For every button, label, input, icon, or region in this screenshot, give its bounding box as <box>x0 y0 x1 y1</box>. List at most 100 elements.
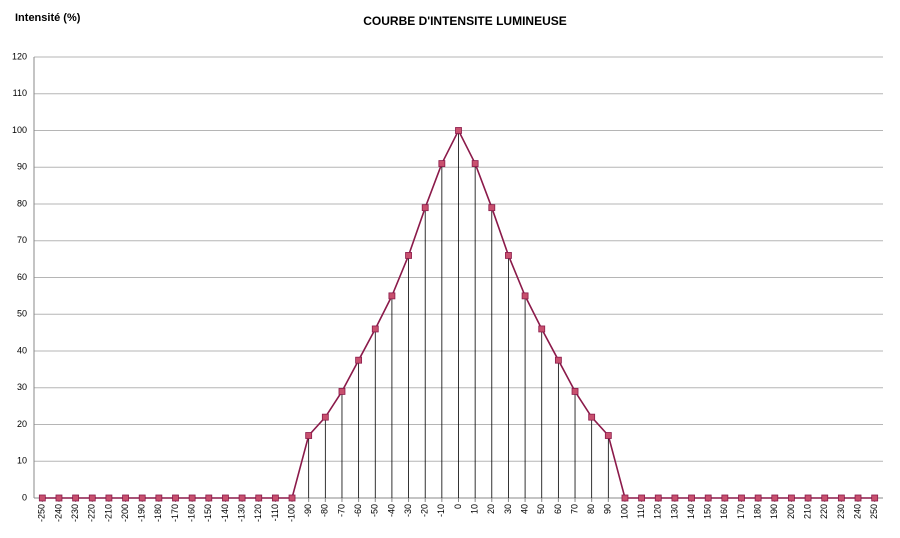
data-point <box>255 494 263 502</box>
data-point <box>871 494 879 502</box>
data-point <box>438 160 446 167</box>
data-point <box>122 494 129 502</box>
y-tick-label: 0 <box>22 492 27 502</box>
data-point <box>421 204 429 212</box>
data-point <box>388 292 396 300</box>
x-tick-label: -100 <box>286 504 296 522</box>
data-point <box>754 494 762 502</box>
x-tick-label: 70 <box>569 504 579 514</box>
data-point <box>338 388 346 395</box>
x-tick-label: -230 <box>70 504 80 522</box>
x-tick-label: 190 <box>769 504 779 519</box>
x-tick-label: 210 <box>802 504 812 519</box>
data-point <box>471 160 479 167</box>
data-point <box>654 494 662 502</box>
data-point <box>455 127 462 134</box>
data-point <box>205 494 213 502</box>
x-tick-label: -20 <box>420 504 430 517</box>
data-point <box>721 494 729 502</box>
x-tick-label: 90 <box>603 504 613 514</box>
data-point <box>738 494 745 502</box>
x-tick-label: 140 <box>686 504 696 519</box>
data-point <box>505 252 512 259</box>
data-point <box>538 325 546 333</box>
data-point <box>588 413 596 421</box>
x-tick-label: 0 <box>453 504 463 509</box>
data-point <box>771 494 779 502</box>
x-tick-label: -70 <box>336 504 346 517</box>
x-tick-label: -130 <box>236 504 246 522</box>
x-tick-label: 130 <box>669 504 679 519</box>
data-point <box>488 204 496 212</box>
x-tick-label: -30 <box>403 504 413 517</box>
y-tick-label: 50 <box>17 309 27 319</box>
data-point <box>271 494 279 502</box>
y-tick-label: 60 <box>17 272 27 282</box>
x-tick-label: 230 <box>836 504 846 519</box>
data-point <box>288 494 296 502</box>
y-tick-label: 70 <box>17 235 27 245</box>
x-tick-label: 160 <box>719 504 729 519</box>
data-point <box>638 494 646 502</box>
data-point <box>837 494 845 502</box>
x-tick-label: 120 <box>653 504 663 519</box>
data-point <box>38 494 46 502</box>
y-tick-label: 90 <box>17 162 27 172</box>
x-tick-label: -80 <box>320 504 330 517</box>
x-tick-label: -200 <box>120 504 130 522</box>
data-point <box>854 494 862 502</box>
x-tick-label: -240 <box>53 504 63 522</box>
x-tick-label: 100 <box>619 504 629 519</box>
x-tick-label: 80 <box>586 504 596 514</box>
data-point <box>688 494 695 502</box>
x-tick-label: 10 <box>470 504 480 514</box>
data-point <box>321 413 329 421</box>
x-tick-label: -170 <box>170 504 180 522</box>
x-tick-label: -180 <box>153 504 163 522</box>
x-tick-label: 170 <box>736 504 746 519</box>
data-point <box>621 494 629 502</box>
data-point <box>371 325 379 333</box>
x-tick-label: -190 <box>137 504 147 522</box>
x-tick-label: 240 <box>852 504 862 519</box>
x-tick-label: 110 <box>636 504 646 518</box>
data-point <box>72 494 80 502</box>
data-point <box>305 432 313 439</box>
x-tick-label: 180 <box>753 504 763 519</box>
data-point <box>188 494 196 502</box>
x-tick-label: -120 <box>253 504 263 522</box>
y-tick-label: 110 <box>13 88 27 98</box>
x-tick-label: 20 <box>486 504 496 514</box>
x-tick-label: -60 <box>353 504 363 517</box>
y-tick-label: 120 <box>12 51 27 61</box>
data-point <box>155 494 163 502</box>
y-tick-label: 80 <box>17 198 27 208</box>
x-tick-label: 30 <box>503 504 513 514</box>
x-tick-label: -160 <box>187 504 197 522</box>
data-point <box>105 494 113 502</box>
data-point <box>804 494 812 502</box>
x-tick-label: 220 <box>819 504 829 519</box>
y-tick-label: 20 <box>17 419 27 429</box>
x-tick-label: 250 <box>869 504 879 519</box>
x-tick-label: -220 <box>87 504 97 522</box>
chart-title: COURBE D'INTENSITE LUMINEUSE <box>363 14 567 28</box>
x-tick-label: -250 <box>37 504 47 522</box>
y-tick-label: 100 <box>12 125 27 135</box>
data-point <box>704 494 712 502</box>
data-point <box>138 494 146 502</box>
x-tick-label: -150 <box>203 504 213 522</box>
data-point <box>521 292 529 300</box>
x-tick-label: -90 <box>303 504 313 517</box>
data-point <box>571 388 579 395</box>
y-tick-label: 30 <box>17 382 27 392</box>
x-tick-label: -110 <box>270 504 280 521</box>
x-tick-label: -50 <box>370 504 380 517</box>
x-tick-label: -40 <box>386 504 396 517</box>
data-point <box>405 252 412 259</box>
y-axis-label: Intensité (%) <box>15 12 81 24</box>
x-tick-label: -140 <box>220 504 230 522</box>
x-tick-label: 60 <box>553 504 563 514</box>
data-point <box>355 356 363 364</box>
